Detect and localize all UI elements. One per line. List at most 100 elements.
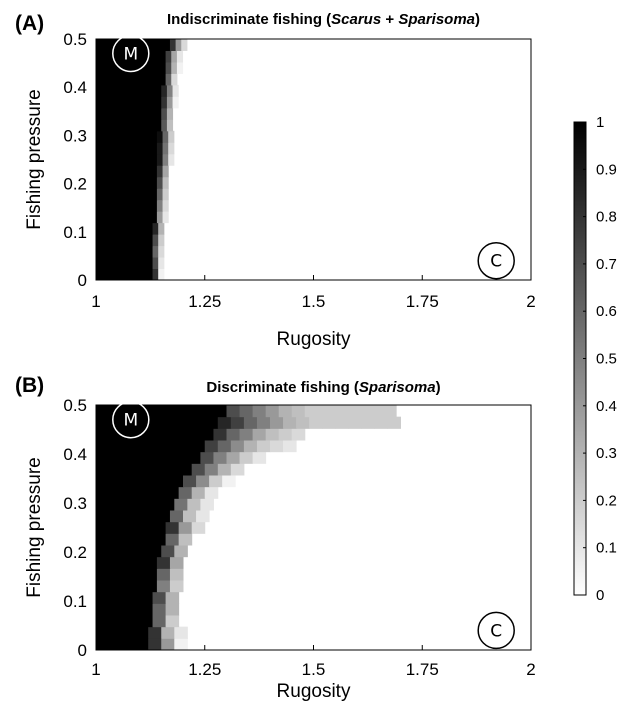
heatmap-cell [96,568,158,581]
x-tick-label: 1.75 [406,660,439,679]
heatmap-cell [270,440,284,453]
marker-m-circle [112,34,150,73]
heatmap-cell [187,498,201,511]
heatmap-cell [165,615,180,628]
heatmap-cell [96,234,154,247]
heatmap-cell [317,405,332,418]
heatmap-cell [169,580,184,593]
colorbar-tick-label: 0.7 [596,256,617,273]
y-tick-label: 0 [78,271,87,290]
heatmap-cell [291,428,306,441]
heatmap-cell [174,626,188,639]
heatmap-cell [162,165,169,178]
heatmap-cell [96,545,162,558]
heatmap-cell [169,556,184,569]
heatmap-cell [213,451,227,464]
heatmap-cell [191,521,206,534]
heatmap-cell [96,580,158,593]
marker-m-label: M [123,411,138,431]
heatmap-cell [230,416,245,429]
heatmap-cell [374,416,388,429]
heatmap-cell [176,61,184,74]
heatmap-cell [96,510,171,523]
y-tick-label: 0.4 [63,445,87,464]
heatmap-cell [309,416,323,429]
colorbar-tick-label: 0 [596,587,604,604]
heatmap-cell [96,119,162,132]
heatmap-cell [387,416,401,429]
heatmap-cell [217,463,232,476]
heatmap-cell [357,405,371,418]
heatmap-cell [252,428,267,441]
x-tick-label: 1.75 [406,292,439,311]
heatmap-cell [172,84,179,97]
heatmap-cell [96,165,158,178]
heatmap-cell [335,416,349,429]
x-tick-label: 2 [526,660,535,679]
heatmap-cell [96,50,167,63]
heatmap-cell [209,475,223,488]
heatmap-cell [191,463,206,476]
x-tick-label: 1.5 [302,660,326,679]
heatmap-cell [165,521,180,534]
x-tick-label: 1.5 [302,292,326,311]
heatmap-cell [169,510,184,523]
heatmap-cell [156,176,164,189]
heatmap-cell [252,405,267,418]
heatmap-cell [96,451,201,464]
heatmap-cell [343,405,358,418]
heatmap-cell [96,39,171,51]
heatmap-cell [96,268,154,281]
heatmap-cell [158,257,165,270]
heatmap-cell [226,451,241,464]
heatmap-cell [162,153,169,166]
heatmap-cell [158,268,165,281]
heatmap-cell [96,533,167,546]
colorbar-tick-label: 0.8 [596,209,617,226]
heatmap-cell [171,50,178,63]
x-tick-label: 1.25 [188,660,221,679]
heatmap-cell [96,73,167,86]
marker-c-label: C [490,621,502,641]
heatmap-cell [162,142,169,155]
heatmap-cell [96,556,158,569]
heatmap-cell [213,428,227,441]
heatmap-cell [148,626,162,639]
heatmap-cell [230,463,245,476]
heatmap-cell [162,130,169,143]
heatmap-cell [183,475,197,488]
heatmap-cell [239,451,254,464]
x-axis-label: Rugosity [277,329,351,350]
heatmap-cell [166,96,174,109]
heatmap-cell [96,463,193,476]
heatmap-cell [165,50,172,63]
heatmap-cell [96,603,154,616]
heatmap-cell [96,257,154,270]
colorbar-tick-label: 0.1 [596,540,617,557]
chart-title: Discriminate fishing (Sparisoma) [206,379,440,396]
heatmap-cell [156,568,171,581]
heatmap-cell [152,603,167,616]
panel-label: (A) [15,12,44,35]
y-tick-label: 0.3 [63,126,87,145]
heatmap-cell [152,615,167,628]
heatmap-cell [96,521,167,534]
heatmap-cell [161,107,168,120]
colorbar: 0 0.1 0.2 0.3 0.4 0.5 0.6 0.7 0.8 0.9 1 [573,114,617,604]
heatmap-cell [239,428,254,441]
heatmap-cell [278,428,293,441]
heatmap-cell [96,199,158,212]
heatmap-cell [96,245,154,258]
heatmap-cell [96,440,206,453]
heatmap-cell [178,533,193,546]
heatmap-cell [204,463,219,476]
heatmap-cell [176,50,184,63]
heatmap-cell [156,130,164,143]
heatmap-cell [217,440,232,453]
heatmap-cell [96,615,154,628]
heatmap-cell [96,405,227,418]
panel-label: (B) [15,374,44,397]
heatmap-cell [96,416,219,429]
heatmap-cell [239,405,254,418]
